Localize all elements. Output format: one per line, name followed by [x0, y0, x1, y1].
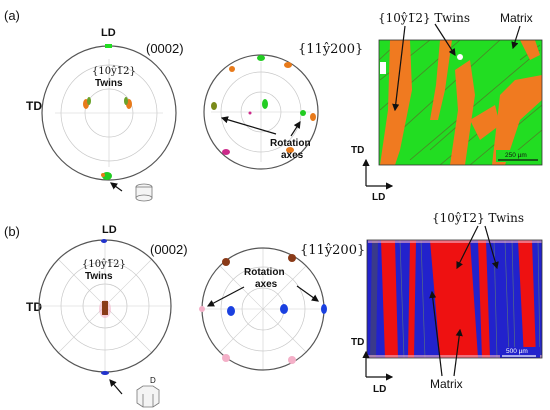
- hex-crystal-icon: [136, 385, 160, 408]
- pole-marker: [222, 354, 230, 362]
- arrow-map-b-matrix: [429, 290, 443, 377]
- arrow-map-a-matrix: [511, 25, 521, 50]
- scale-bar-label-a: 250 µm: [505, 152, 527, 159]
- pole-marker: [288, 356, 296, 364]
- panel-a-pf2-title: {11ŷ200}: [298, 42, 363, 57]
- pole-marker: [248, 111, 252, 115]
- scale-bar-label-b: 500 µm: [506, 348, 528, 355]
- pf1-a-twin-plane: {10ŷ1̅2}: [92, 66, 136, 77]
- pole-marker: [310, 113, 316, 121]
- panel-a-letter: (a): [4, 8, 20, 23]
- pole-marker: [227, 306, 235, 316]
- pole-marker: [288, 254, 296, 262]
- twin-band: [408, 240, 416, 358]
- panel-a-ld-label: LD: [101, 27, 116, 39]
- arrow-map-b-twins: [456, 225, 479, 270]
- pole-marker: [222, 258, 230, 266]
- crystal-label: D: [150, 376, 156, 385]
- panel-a-td-label: TD: [26, 99, 42, 113]
- pole-marker: [262, 99, 268, 109]
- panel-b-td-label: TD: [26, 300, 42, 314]
- hex-crystal-icon: [135, 183, 153, 202]
- twin-band: [381, 240, 398, 358]
- arrow-to-matrix-pole: [110, 182, 123, 192]
- panel-b-pf2-title: {11ŷ200}: [300, 243, 365, 258]
- twin-pole-cluster-center: [99, 300, 111, 318]
- pole-marker: [286, 147, 294, 153]
- arrow-to-matrix-pole: [109, 379, 123, 395]
- map-a-td-label: TD: [351, 145, 364, 156]
- map-b-ld-label: LD: [373, 384, 386, 395]
- pf2-a-rotation-label-2: axes: [281, 150, 304, 161]
- pole-marker: [280, 304, 288, 314]
- pole-marker: [222, 149, 230, 155]
- pole-marker: [229, 66, 235, 72]
- matrix-pole-cluster-bottom: [101, 172, 112, 180]
- ebsd-map-a: 250 µm: [378, 39, 543, 166]
- arrow-rotation-axis-left: [206, 286, 245, 307]
- pole-figure-1120-a: Rotation axes: [203, 54, 319, 170]
- ebsd-map-b: 500 µm: [366, 239, 543, 359]
- map-b-matrix-label: Matrix: [430, 377, 463, 391]
- pole-figure-0002-a: {10ŷ1̅2} Twins: [41, 44, 177, 202]
- arrow-map-a-twins: [392, 25, 406, 112]
- map-b-twins-label: {10ŷ1̅2} Twins: [432, 211, 524, 225]
- pole-figure-0002-b: {10ŷ1̅2} Twins D: [38, 239, 172, 408]
- pf2-b-rotation-label-2: axes: [255, 279, 278, 290]
- arrow-map-a-twins: [434, 23, 456, 57]
- panel-a-pf1-title: (0002): [146, 41, 184, 56]
- pf2-b-rotation-label-1: Rotation: [244, 267, 285, 278]
- panel-b-letter: (b): [4, 224, 20, 239]
- pf2-a-rotation-label-1: Rotation: [270, 138, 311, 149]
- map-b-td-label: TD: [351, 337, 364, 348]
- arrow-rotation-axis-left: [220, 116, 277, 135]
- pole-figure-1120-b: Rotation axes: [199, 247, 327, 371]
- map-b-axes: [362, 350, 394, 381]
- pf1-a-twins-label: Twins: [95, 78, 123, 89]
- map-a-twins-label: {10ŷ1̅2} Twins: [378, 11, 470, 25]
- twin-band: [370, 240, 378, 358]
- twin-band: [478, 240, 490, 358]
- twin-band: [492, 75, 542, 165]
- twin-band: [430, 240, 478, 358]
- pole-marker: [211, 102, 217, 110]
- twin-band: [518, 240, 536, 358]
- pf1-b-twins-label: Twins: [85, 271, 113, 282]
- unindexed-spot: [457, 54, 463, 60]
- pole-marker-bottom: [101, 371, 109, 375]
- arrow-map-b-twins: [484, 225, 499, 270]
- arrow-map-b-matrix: [453, 328, 463, 377]
- pole-marker: [257, 55, 265, 61]
- pole-marker: [300, 110, 306, 116]
- panel-b-pf1-title: (0002): [150, 242, 188, 257]
- pf1-b-twin-plane: {10ŷ1̅2}: [82, 259, 126, 270]
- map-a-matrix-label: Matrix: [500, 11, 533, 25]
- twin-band: [450, 60, 475, 165]
- pole-marker: [199, 306, 205, 312]
- twin-pole-cluster-right: [124, 97, 132, 109]
- twin-pole-cluster-left: [83, 97, 91, 109]
- map-frame: [378, 39, 543, 166]
- map-a-axes: [362, 158, 394, 190]
- pole-marker: [284, 62, 292, 68]
- twin-band: [430, 40, 452, 120]
- pole-marker: [321, 304, 327, 314]
- unindexed-spot: [380, 62, 386, 74]
- twin-band: [470, 105, 500, 140]
- pole-marker-top: [105, 44, 112, 48]
- panel-b-ld-label: LD: [102, 224, 117, 236]
- map-a-ld-label: LD: [372, 192, 385, 203]
- map-frame: [366, 239, 543, 359]
- arrow-rotation-axis-right: [296, 285, 319, 302]
- arrow-rotation-axis-right: [290, 120, 301, 137]
- twin-band: [520, 40, 540, 60]
- pole-marker-top: [101, 239, 107, 243]
